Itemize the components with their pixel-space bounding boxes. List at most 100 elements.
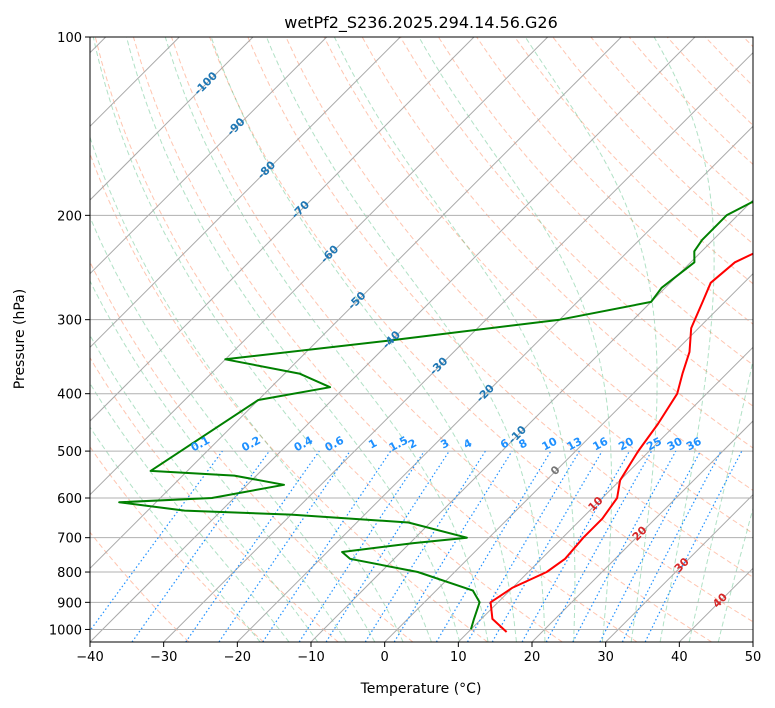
y-tick-label: 900 bbox=[57, 596, 82, 611]
dry-adiabat-line bbox=[590, 37, 753, 205]
dry-adiabat-line bbox=[399, 37, 753, 407]
mixing-ratio-line bbox=[185, 450, 320, 642]
x-tick-label: 20 bbox=[524, 650, 541, 665]
mixing-ratio-line bbox=[90, 450, 223, 632]
isotherm-label: -60 bbox=[318, 242, 341, 265]
isotherm-label: 0 bbox=[548, 463, 563, 478]
isotherm-line bbox=[90, 37, 254, 201]
y-tick-label: 1000 bbox=[49, 623, 82, 638]
mixing-ratio-label: 25 bbox=[644, 435, 664, 454]
dry-adiabat-line bbox=[90, 152, 488, 642]
mixing-ratio-label: 10 bbox=[540, 435, 560, 454]
y-tick-label: 100 bbox=[57, 31, 82, 46]
dry-adiabat-line bbox=[90, 531, 190, 642]
isotherm-line bbox=[90, 37, 401, 349]
moist-adiabat-line bbox=[653, 37, 715, 642]
axes: −40 −30 −20 −10 0 10 20 30 40 5010020030040050060… bbox=[49, 31, 761, 665]
plot-background-lines bbox=[90, 37, 753, 642]
dry-adiabat-line bbox=[285, 37, 753, 535]
mixing-ratio-line bbox=[218, 450, 351, 642]
moist-adiabat-line bbox=[333, 37, 576, 642]
isotherm-line bbox=[90, 37, 328, 275]
dry-adiabat-line bbox=[743, 37, 753, 48]
mixing-ratio-line bbox=[644, 450, 743, 642]
dry-adiabat-line bbox=[94, 37, 563, 642]
mixing-ratio-line bbox=[621, 450, 722, 642]
isotherm-line bbox=[752, 641, 753, 642]
mixing-ratio-line bbox=[599, 450, 702, 642]
isotherm-line bbox=[90, 37, 622, 570]
dry-adiabat-line bbox=[90, 446, 264, 642]
isotherm-line bbox=[163, 51, 753, 642]
x-tick-label: 0 bbox=[381, 650, 389, 665]
mixing-ratio-line bbox=[521, 450, 631, 642]
moist-adiabat-line bbox=[266, 37, 546, 642]
dry-adiabat-line bbox=[323, 37, 753, 491]
moist-adiabat-line bbox=[126, 37, 461, 642]
dry-adiabat-line bbox=[247, 37, 753, 578]
moist-adiabat-line bbox=[90, 334, 319, 642]
dry-adiabat-line bbox=[514, 37, 753, 285]
moist-adiabat-line bbox=[524, 37, 658, 642]
isotherm-line bbox=[236, 125, 753, 642]
y-tick-label: 600 bbox=[57, 492, 82, 507]
mixing-ratio-line bbox=[393, 450, 513, 642]
moist-adiabat-line bbox=[90, 426, 261, 642]
x-axis-label: Temperature (°C) bbox=[360, 681, 482, 697]
isotherm-line bbox=[605, 493, 753, 642]
dry-adiabat-line bbox=[704, 37, 753, 87]
y-tick-label: 700 bbox=[57, 532, 82, 547]
y-tick-label: 800 bbox=[57, 566, 82, 581]
moist-adiabat-line bbox=[90, 382, 290, 642]
chart-title: wetPf2_S236.2025.294.14.56.G26 bbox=[284, 13, 558, 33]
plot-frame bbox=[89, 36, 754, 643]
dry-adiabat-line bbox=[552, 37, 753, 245]
y-tick-label: 400 bbox=[57, 388, 82, 403]
moist-adiabat-line bbox=[418, 37, 613, 642]
y-axis-label: Pressure (hPa) bbox=[12, 289, 28, 389]
dry-adiabat-line bbox=[476, 37, 753, 325]
dry-adiabat-line bbox=[361, 37, 753, 449]
x-tick-label: −40 bbox=[76, 650, 103, 665]
mixing-ratio-label: 1 bbox=[366, 436, 379, 451]
x-tick-label: −30 bbox=[150, 650, 177, 665]
mixing-ratio-line bbox=[262, 450, 392, 642]
x-tick-label: 40 bbox=[671, 650, 688, 665]
x-tick-label: 30 bbox=[597, 650, 614, 665]
dry-adiabat-line bbox=[437, 37, 753, 366]
dewpoint-profile-line bbox=[118, 200, 753, 630]
x-tick-label: 50 bbox=[745, 650, 762, 665]
isotherm-line bbox=[678, 567, 753, 642]
isotherm-line bbox=[384, 272, 753, 642]
isotherm-line bbox=[531, 420, 753, 642]
moist-adiabat-line bbox=[688, 358, 753, 642]
mixing-ratio-line bbox=[298, 450, 425, 642]
mixing-ratio-label: 30 bbox=[665, 435, 685, 454]
x-tick-label: −20 bbox=[224, 650, 251, 665]
dry-adiabat-line bbox=[171, 37, 712, 642]
mixing-ratio-label: 36 bbox=[684, 435, 704, 454]
dry-adiabat-line bbox=[666, 37, 753, 126]
mixing-ratio-line bbox=[435, 450, 552, 642]
mixing-ratio-line bbox=[572, 450, 677, 642]
mixing-ratio-line bbox=[545, 450, 653, 642]
isotherm-line bbox=[90, 37, 475, 422]
plot-line-labels: 0.1 0.2 0.4 0.6 1 1.52 3 4 6 8 10 13 16 20 25 30 36-100-… bbox=[189, 69, 731, 611]
x-tick-label: −10 bbox=[297, 650, 324, 665]
mixing-ratio-line bbox=[131, 450, 270, 642]
mixing-ratio-label: 13 bbox=[565, 435, 585, 454]
isotherm-label: -30 bbox=[427, 354, 450, 377]
temperature-profile-line bbox=[489, 252, 753, 633]
moist-adiabat-line bbox=[717, 506, 753, 642]
isotherm-line bbox=[310, 199, 753, 642]
mixing-ratio-label: 20 bbox=[616, 435, 636, 454]
dry-adiabat-line bbox=[90, 356, 339, 642]
isotherm-line bbox=[90, 37, 549, 496]
moist-adiabat-line bbox=[210, 37, 517, 642]
y-tick-label: 300 bbox=[57, 314, 82, 329]
mixing-ratio-label: 16 bbox=[591, 435, 611, 454]
y-tick-label: 500 bbox=[57, 445, 82, 460]
mixing-ratio-label: 3 bbox=[438, 436, 451, 451]
dry-adiabat-line bbox=[132, 37, 638, 642]
